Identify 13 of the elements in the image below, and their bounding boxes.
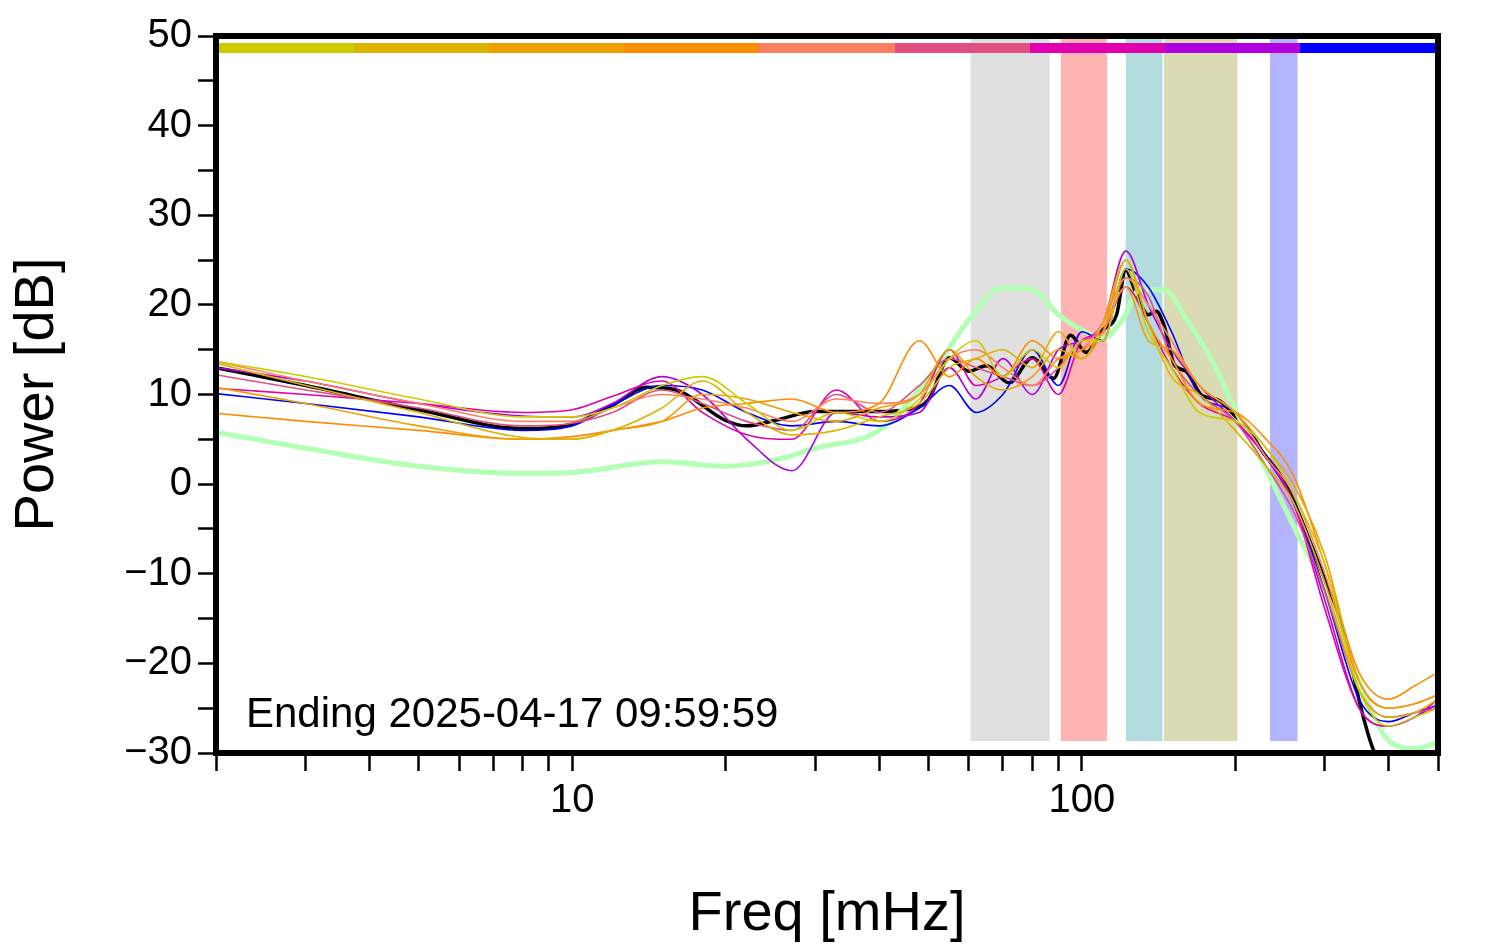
y-tick-label: 20	[147, 279, 192, 324]
y-axis-title: Power [dB]	[2, 257, 66, 532]
y-tick-label: −30	[124, 728, 192, 773]
y-tick-label: 40	[147, 100, 192, 145]
y-tick-label: −20	[124, 638, 192, 683]
y-tick-label: −10	[124, 548, 192, 593]
x-axis-title: Freq [mHz]	[688, 878, 966, 942]
y-tick-label: 50	[147, 11, 192, 56]
y-tick-label: 30	[147, 190, 192, 235]
x-tick-label: 100	[1048, 776, 1116, 821]
y-tick-label: 0	[169, 459, 192, 504]
y-tick-label: 10	[147, 369, 192, 414]
annotation: Ending 2025-04-17 09:59:59	[246, 689, 779, 736]
